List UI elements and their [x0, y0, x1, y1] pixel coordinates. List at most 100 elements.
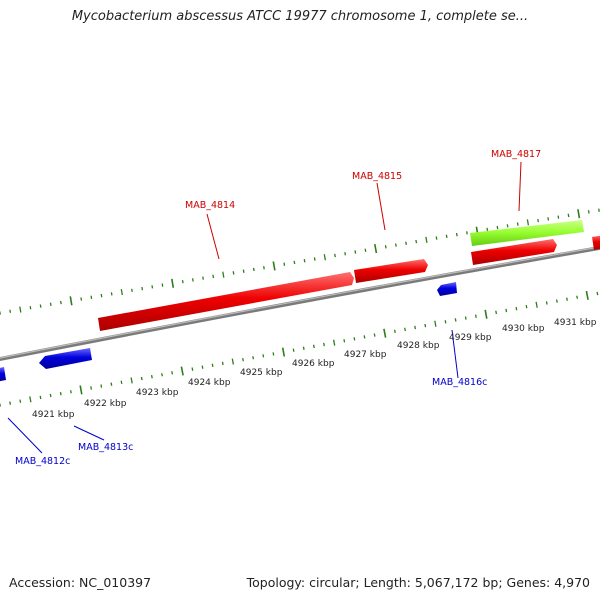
scale-tick: [110, 292, 113, 296]
scale-tick: [242, 269, 245, 273]
scale-tick: [364, 248, 367, 252]
gene-label-MAB_4816c[interactable]: MAB_4816c: [432, 377, 487, 388]
scale-tick: [80, 297, 83, 301]
scale-tick: [221, 361, 224, 366]
scale-tick: [585, 290, 589, 300]
scale-tick: [231, 358, 235, 365]
scale-tick: [59, 300, 62, 305]
scale-tick: [486, 227, 489, 232]
scale-tick: [49, 302, 52, 307]
scale-tick: [151, 285, 154, 289]
scale-tick: [39, 395, 42, 400]
scale-label: 4924 kbp: [188, 378, 231, 388]
gene-next-forward[interactable]: [592, 235, 600, 250]
scale-label: 4930 kbp: [502, 324, 545, 334]
scale-tick: [466, 231, 468, 235]
scale-tick: [242, 357, 244, 362]
scale-tick: [343, 339, 346, 343]
scale-tick: [100, 293, 103, 298]
gene-label-MAB_4812c[interactable]: MAB_4812c: [15, 456, 70, 467]
scale-tick: [283, 262, 286, 266]
scale-tick: [495, 310, 498, 315]
scale-tick: [496, 225, 499, 230]
scale-tick: [29, 396, 32, 403]
gene-MAB_4815[interactable]: [354, 259, 428, 283]
scale-tick: [120, 380, 123, 385]
scale-tick: [425, 236, 428, 243]
scale-tick: [131, 288, 133, 293]
scale-tick: [547, 217, 550, 221]
gene-MAB_4817[interactable]: [471, 239, 557, 265]
scale-tick: [537, 218, 539, 223]
gene-MAB_4812c[interactable]: [0, 367, 6, 382]
scale-tick: [110, 382, 113, 386]
scale-tick: [576, 295, 579, 299]
scale-tick: [394, 243, 397, 247]
scale-tick: [373, 333, 376, 337]
scale-label: 4929 kbp: [449, 333, 492, 343]
scale-tick: [515, 306, 518, 311]
scale-tick: [344, 252, 347, 256]
gene-label-MAB_4813c[interactable]: MAB_4813c: [78, 442, 133, 453]
scale-tick: [434, 320, 437, 327]
gene-MAB_4814[interactable]: [98, 272, 354, 331]
scale-tick: [415, 239, 418, 244]
scale-tick: [69, 296, 73, 306]
scale-tick: [272, 352, 275, 356]
scale-tick: [262, 354, 265, 358]
gene-label-MAB_4815[interactable]: MAB_4815: [352, 171, 402, 182]
scale-tick: [484, 309, 488, 319]
scale-label: 4923 kbp: [136, 388, 179, 398]
scale-tick: [9, 401, 12, 405]
scale-tick: [444, 320, 447, 324]
scale-tick: [405, 241, 407, 246]
scale-tick: [414, 325, 417, 330]
scale-tick: [222, 271, 225, 278]
scale-tick: [354, 250, 357, 254]
scale-tick: [567, 213, 570, 218]
scale-tick: [464, 316, 467, 320]
scale-tick: [383, 328, 387, 338]
scale-tick: [140, 376, 143, 381]
scale-tick: [141, 286, 144, 291]
scale-tick: [9, 309, 12, 313]
scale-tick: [293, 260, 296, 265]
feature-green[interactable]: [470, 220, 584, 246]
scale-label: 4927 kbp: [344, 350, 387, 360]
scale-tick: [29, 306, 32, 310]
scale-tick: [90, 295, 93, 300]
scale-label: 4922 kbp: [84, 399, 127, 409]
scale-tick: [19, 306, 22, 313]
scale-tick: [363, 335, 366, 339]
scale-tick: [435, 236, 438, 240]
scale-tick: [404, 327, 406, 332]
scale-tick: [19, 399, 22, 403]
gene-MAB_4813c[interactable]: [39, 348, 92, 369]
scale-tick: [424, 323, 427, 328]
scale-tick: [474, 314, 477, 318]
gene-label-MAB_4817[interactable]: MAB_4817: [491, 149, 541, 160]
scale-tick: [171, 278, 175, 288]
scale-tick: [384, 245, 387, 249]
scale-tick: [353, 337, 356, 341]
gene-MAB_4816c[interactable]: [437, 282, 457, 296]
scale-tick: [455, 232, 458, 237]
scale-tick: [526, 219, 530, 226]
scale-tick: [191, 367, 194, 371]
scale-tick: [120, 288, 123, 296]
scale-tick: [506, 224, 509, 228]
map-title: Mycobacterium abscessus ATCC 19977 chrom…: [71, 9, 529, 24]
scale-tick: [557, 215, 560, 219]
scale-tick: [180, 366, 184, 376]
gene-label-MAB_4814[interactable]: MAB_4814: [185, 200, 235, 211]
scale-tick: [587, 210, 590, 214]
scale-label: 4931 kbp: [554, 318, 597, 328]
topology-text: Topology: circular; Length: 5,067,172 bp…: [246, 575, 590, 590]
scale-label: 4926 kbp: [292, 359, 335, 369]
scale-tick: [332, 339, 336, 346]
scale-label: 4928 kbp: [397, 341, 440, 351]
inner-tick-track: [0, 290, 599, 407]
scale-tick: [191, 278, 194, 282]
outer-tick-track: [0, 208, 600, 315]
